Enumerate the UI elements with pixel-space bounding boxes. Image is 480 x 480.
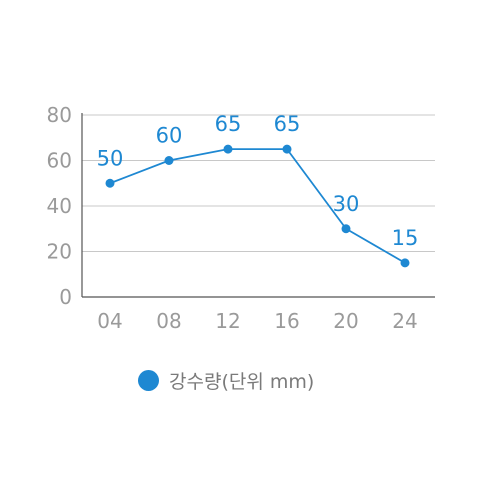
- axes: [81, 113, 435, 298]
- series-rainfall: [105, 144, 410, 268]
- x-tick-label: 24: [392, 309, 417, 333]
- data-label: 60: [156, 124, 183, 148]
- data-point: [341, 224, 351, 234]
- gridlines: [82, 114, 435, 252]
- data-point: [223, 144, 233, 154]
- data-point: [400, 258, 410, 268]
- legend: 강수량(단위 mm): [138, 367, 314, 394]
- y-tick-label: 40: [47, 194, 72, 218]
- y-tick-label: 80: [47, 103, 72, 127]
- data-label: 50: [97, 146, 124, 170]
- y-tick-label: 60: [47, 149, 72, 173]
- x-tick-label: 04: [97, 309, 122, 333]
- legend-marker: [138, 370, 159, 391]
- data-label: 65: [274, 112, 301, 136]
- x-tick-label: 12: [215, 309, 240, 333]
- x-tick-label: 20: [333, 309, 358, 333]
- data-point: [282, 144, 292, 154]
- data-point: [105, 178, 115, 188]
- y-tick-labels: 0 20 40 60 80: [47, 103, 72, 309]
- x-tick-label: 08: [156, 309, 181, 333]
- series-line: [109, 148, 406, 264]
- data-label: 15: [392, 226, 419, 250]
- x-tick-labels: 04 08 12 16 20 24: [97, 309, 417, 333]
- data-labels: 50 60 65 65 30 15: [97, 112, 419, 250]
- x-tick-label: 16: [274, 309, 299, 333]
- legend-label: 강수량(단위 mm): [169, 371, 315, 393]
- data-label: 65: [215, 112, 242, 136]
- data-label: 30: [333, 192, 360, 216]
- data-point: [164, 156, 174, 165]
- y-tick-label: 20: [47, 240, 72, 264]
- y-tick-label: 0: [59, 285, 72, 309]
